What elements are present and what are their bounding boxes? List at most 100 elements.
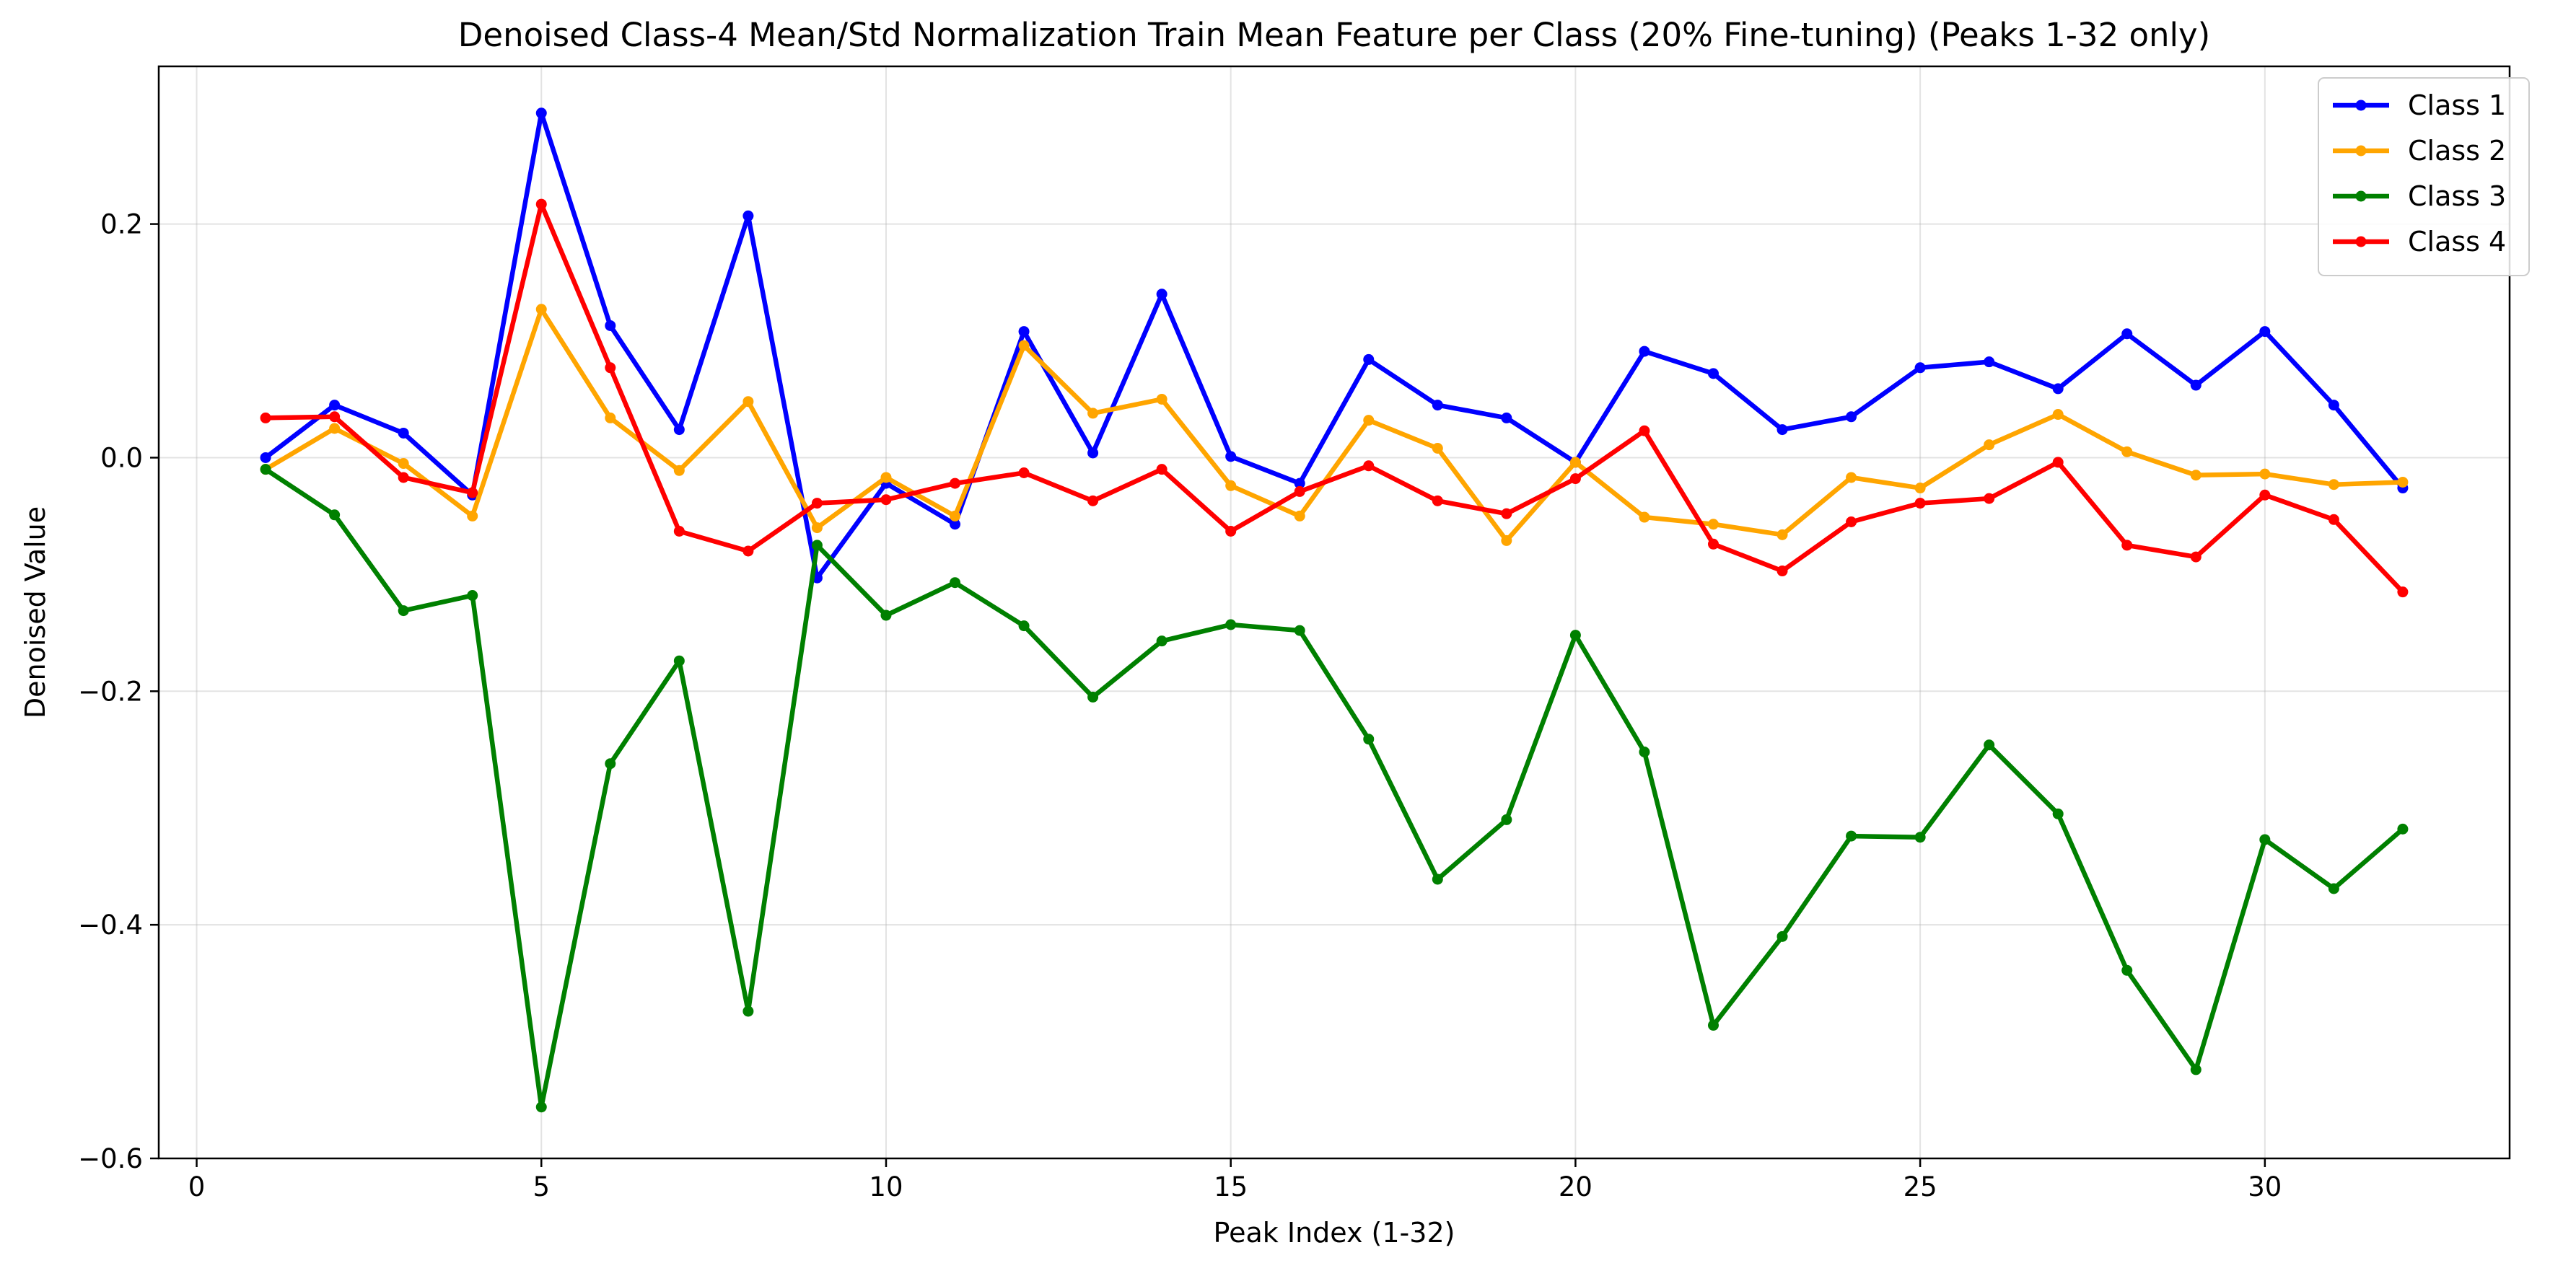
data-point-s2-16 — [1294, 510, 1305, 522]
data-point-s1-8 — [742, 210, 754, 221]
data-point-s3-1 — [260, 464, 271, 475]
legend-marker-4 — [2355, 236, 2367, 247]
series-line-1 — [263, 110, 2406, 581]
data-point-s2-31 — [2328, 479, 2339, 490]
data-point-s4-20 — [1569, 473, 1581, 485]
data-point-s3-18 — [1432, 874, 1443, 885]
data-point-s2-11 — [950, 510, 961, 522]
y-axis-label: Denoised Value — [19, 506, 51, 718]
data-point-s4-4 — [467, 487, 478, 498]
y-tick-label-0: −0.6 — [78, 1143, 143, 1174]
data-point-s1-11 — [950, 519, 961, 530]
data-point-s1-22 — [1707, 368, 1719, 379]
data-point-s3-2 — [329, 509, 341, 521]
data-point-s4-5 — [535, 198, 547, 210]
y-tick-label-1: −0.4 — [78, 910, 143, 941]
data-point-s3-17 — [1363, 734, 1375, 745]
data-point-s2-17 — [1363, 415, 1375, 426]
series-2 — [260, 304, 2409, 546]
data-point-s2-10 — [880, 472, 892, 483]
data-point-s1-5 — [535, 107, 547, 119]
legend-marker-2 — [2355, 145, 2367, 157]
data-point-s3-25 — [1914, 832, 1926, 843]
data-point-s2-4 — [467, 510, 478, 522]
data-point-s4-17 — [1363, 460, 1375, 472]
data-point-s2-27 — [2052, 409, 2064, 421]
data-point-s4-18 — [1432, 495, 1443, 506]
data-point-s2-2 — [329, 423, 341, 434]
data-point-s2-14 — [1156, 393, 1167, 405]
data-point-s3-32 — [2397, 823, 2409, 835]
data-point-s1-18 — [1432, 400, 1443, 411]
data-point-s2-6 — [605, 412, 616, 423]
data-point-s4-3 — [398, 472, 409, 483]
data-point-s2-26 — [1984, 439, 1995, 451]
x-axis-label: Peak Index (1-32) — [1214, 1217, 1455, 1249]
legend-marker-1 — [2355, 100, 2367, 111]
data-point-s1-2 — [329, 400, 341, 411]
y-tick-label-4: 0.2 — [100, 209, 143, 240]
data-point-s4-22 — [1707, 538, 1719, 550]
chart-title: Denoised Class-4 Mean/Std Normalization … — [458, 16, 2211, 54]
data-point-s2-18 — [1432, 442, 1443, 454]
data-point-s1-16 — [1294, 478, 1305, 489]
data-point-s1-23 — [1777, 424, 1788, 436]
data-point-s4-25 — [1914, 498, 1926, 509]
data-point-s2-32 — [2397, 476, 2409, 488]
data-point-s1-27 — [2052, 383, 2064, 395]
series-line-2 — [263, 307, 2406, 543]
data-point-s3-4 — [467, 590, 478, 602]
plot-frame — [157, 65, 2511, 1160]
data-point-s1-6 — [605, 320, 616, 331]
data-point-s4-10 — [880, 494, 892, 506]
x-tick-label-5: 25 — [1903, 1171, 1937, 1202]
data-point-s2-12 — [1018, 340, 1030, 351]
data-point-s3-12 — [1018, 620, 1030, 632]
data-point-s4-7 — [673, 525, 685, 537]
data-point-s2-7 — [673, 465, 685, 476]
legend-label-3: Class 3 — [2408, 180, 2506, 212]
x-tick-label-6: 30 — [2248, 1171, 2282, 1202]
data-point-s4-1 — [260, 412, 271, 423]
data-point-s3-10 — [880, 610, 892, 621]
axis-ticks: 0 5 10 15 20 25 30 −0.6 −0.4 −0.2 0.0 0.2 — [78, 209, 2282, 1202]
legend-box — [2318, 77, 2530, 276]
data-point-s2-21 — [1639, 511, 1650, 523]
data-point-s2-25 — [1914, 483, 1926, 494]
data-point-s2-9 — [811, 522, 823, 534]
data-point-s4-6 — [605, 362, 616, 374]
data-point-s3-14 — [1156, 635, 1167, 647]
data-point-s3-20 — [1569, 630, 1581, 641]
data-point-s4-30 — [2259, 489, 2271, 501]
data-point-s3-24 — [1846, 830, 1857, 842]
data-point-s2-3 — [398, 458, 409, 470]
data-point-s2-22 — [1707, 519, 1719, 530]
data-point-s3-23 — [1777, 930, 1788, 942]
data-point-s1-15 — [1225, 451, 1237, 462]
data-point-s2-23 — [1777, 529, 1788, 540]
data-point-s2-8 — [742, 396, 754, 408]
data-point-s3-5 — [535, 1101, 547, 1113]
data-point-s4-19 — [1501, 508, 1512, 519]
x-tick-label-3: 15 — [1214, 1171, 1248, 1202]
data-point-s3-6 — [605, 758, 616, 770]
data-point-s3-22 — [1707, 1019, 1719, 1031]
data-point-s4-9 — [811, 498, 823, 509]
series-line-4 — [263, 201, 2406, 594]
legend-label-2: Class 2 — [2408, 135, 2506, 167]
data-point-s1-30 — [2259, 326, 2271, 338]
data-point-s2-19 — [1501, 534, 1512, 546]
data-point-s3-7 — [673, 655, 685, 666]
data-point-s2-29 — [2190, 470, 2202, 481]
data-point-s4-13 — [1087, 495, 1099, 506]
data-point-s1-12 — [1018, 326, 1030, 338]
data-point-s3-9 — [811, 540, 823, 551]
data-point-s4-15 — [1225, 525, 1237, 537]
data-point-s3-27 — [2052, 808, 2064, 819]
legend-label-4: Class 4 — [2408, 226, 2506, 258]
data-point-s3-31 — [2328, 883, 2339, 894]
data-point-s4-28 — [2121, 540, 2133, 551]
series-1 — [260, 107, 2409, 584]
data-point-s1-25 — [1914, 362, 1926, 374]
